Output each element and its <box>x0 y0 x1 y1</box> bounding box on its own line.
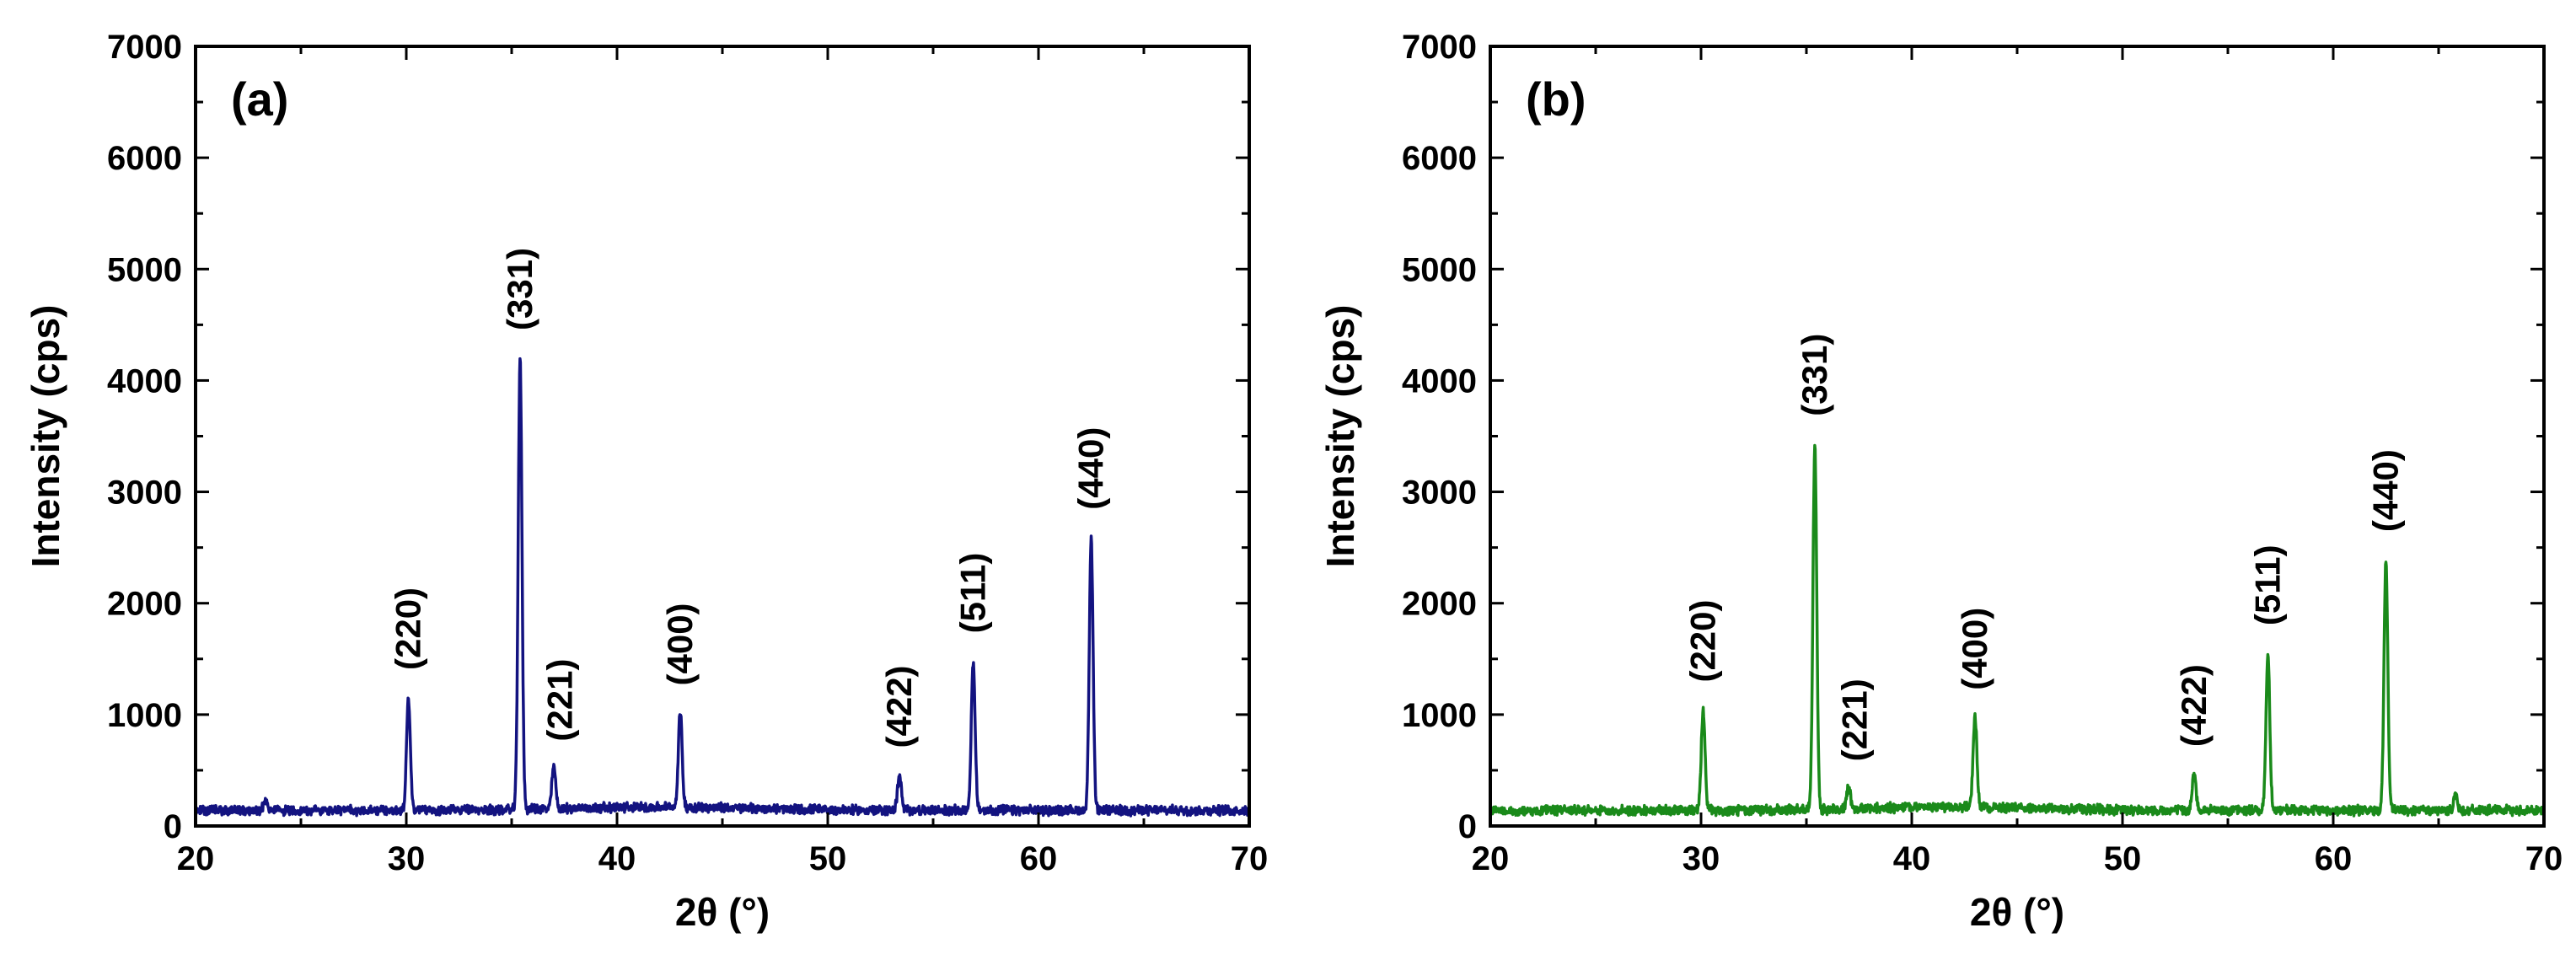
peak-annotation: (422) <box>879 665 919 748</box>
y-tick-label: 4000 <box>1402 362 1477 400</box>
x-tick-label: 30 <box>388 840 426 877</box>
y-tick-label: 7000 <box>107 29 182 66</box>
x-tick-label: 60 <box>1020 840 1058 877</box>
y-tick-label: 2000 <box>1402 586 1477 623</box>
y-tick-label: 1000 <box>107 697 182 734</box>
peak-annotation: (440) <box>1071 427 1111 510</box>
x-axis-title: 2θ (°) <box>1970 890 2064 934</box>
x-axis-title: 2θ (°) <box>675 890 770 934</box>
peak-annotation: (440) <box>2366 449 2406 532</box>
y-axis-title: Intensity (cps) <box>24 305 67 568</box>
y-tick-label: 1000 <box>1402 697 1477 734</box>
peak-annotation: (221) <box>540 659 580 742</box>
peak-annotation: (400) <box>1955 608 1994 690</box>
x-tick-label: 70 <box>2525 840 2563 877</box>
peak-annotation: (511) <box>953 553 993 634</box>
x-tick-label: 50 <box>809 840 847 877</box>
y-tick-label: 3000 <box>1402 475 1477 512</box>
y-tick-label: 5000 <box>1402 251 1477 288</box>
x-tick-label: 50 <box>2104 840 2142 877</box>
x-tick-label: 40 <box>598 840 636 877</box>
peak-annotation: (511) <box>2248 544 2288 625</box>
y-axis-title: Intensity (cps) <box>1318 305 1362 568</box>
y-tick-label: 5000 <box>107 251 182 288</box>
plot-frame <box>1489 45 2546 828</box>
y-tick-label: 4000 <box>107 362 182 400</box>
chart-panel-b: 20 30 40 50 60 70 0 1000 2000 3000 4000 5000 6000 700… <box>1318 29 2563 934</box>
x-tick-label: 30 <box>1682 840 1720 877</box>
y-tick-label: 6000 <box>107 140 182 177</box>
y-tick-label: 6000 <box>1402 140 1477 177</box>
y-tick-label: 2000 <box>107 586 182 623</box>
x-tick-label: 20 <box>177 840 215 877</box>
chart-panel-a: 20 30 40 50 60 70 0 1000 2000 3000 4000 5000 6000 700… <box>24 29 1268 934</box>
peak-annotation: (221) <box>1835 678 1875 761</box>
x-tick-label: 40 <box>1893 840 1931 877</box>
peak-annotation: (400) <box>660 603 700 685</box>
panel-label: (a) <box>231 72 288 126</box>
peak-annotation: (220) <box>1683 599 1723 682</box>
x-tick-label: 70 <box>1231 840 1269 877</box>
panel-label: (b) <box>1526 72 1586 126</box>
x-tick-label: 60 <box>2315 840 2353 877</box>
data-line-b <box>1489 443 2546 818</box>
y-tick-label: 7000 <box>1402 29 1477 66</box>
peak-annotation: (220) <box>389 587 428 670</box>
peak-annotation: (422) <box>2174 664 2214 747</box>
y-tick-label: 0 <box>164 808 182 845</box>
peak-annotation: (331) <box>500 248 539 330</box>
y-tick-label: 0 <box>1458 808 1477 845</box>
x-tick-label: 20 <box>1472 840 1510 877</box>
y-tick-label: 3000 <box>107 475 182 512</box>
peak-annotation: (331) <box>1795 334 1834 416</box>
data-line-a <box>194 357 1251 818</box>
